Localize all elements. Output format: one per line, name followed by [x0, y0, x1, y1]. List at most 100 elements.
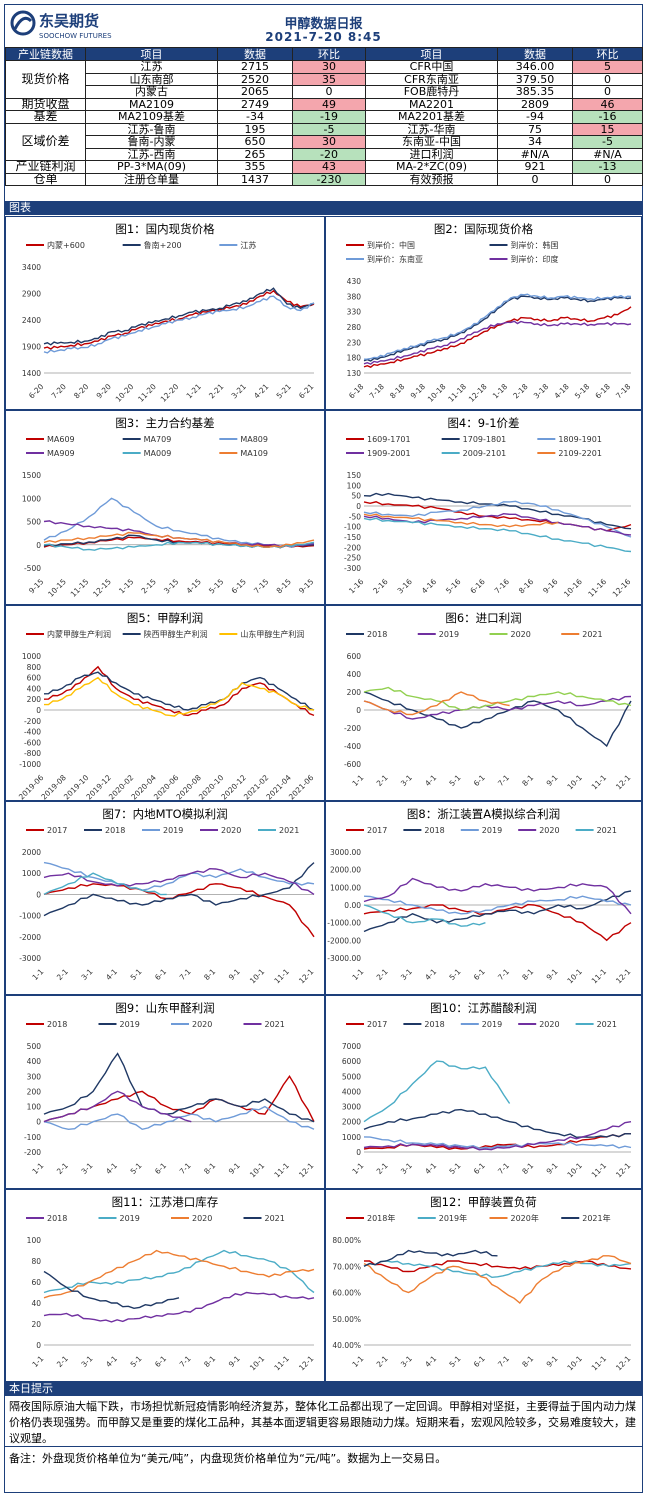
chart-title: 图5：甲醇利润: [126, 611, 204, 625]
x-tick-label: 3-1: [79, 967, 94, 982]
left-change: -19: [292, 110, 366, 124]
x-tick-label: 9-15: [297, 577, 316, 596]
x-tick-label: 3-21: [230, 382, 249, 401]
left-item: PP-3*MA(09): [85, 160, 218, 174]
x-tick-label: 6-21: [297, 382, 316, 401]
chart-title: 图4：9-1价差: [447, 416, 520, 430]
x-tick-label: 11-15: [69, 577, 91, 599]
left-value: -34: [217, 110, 293, 124]
series-line: [43, 867, 315, 895]
left-change: 30: [292, 135, 366, 149]
y-tick-label: 1000: [22, 494, 41, 503]
x-tick-label: 4-16: [420, 577, 439, 596]
x-tick-label: 7-1: [178, 1354, 193, 1369]
x-tick-label: 8-1: [520, 773, 535, 788]
y-tick-label: 200: [27, 695, 42, 704]
table-header-cell: 数据: [497, 47, 573, 61]
left-change: -230: [292, 172, 366, 186]
left-change: 43: [292, 160, 366, 174]
chart-svg: 2017 2018 2019 2020 2021 3000.00 2000.00 1000.0…: [327, 826, 632, 986]
report-date: 2021-7-20 8:45: [265, 30, 382, 44]
x-tick-label: 9-1: [227, 1354, 242, 1369]
chart-c12: 图12：甲醇装置负荷 2018年 2019年 2020年 2021年 80.00% 70.0…: [325, 1189, 642, 1382]
series-line: [43, 295, 315, 354]
left-item: 内蒙古: [85, 85, 218, 99]
x-tick-label: 6-18: [347, 382, 366, 401]
y-tick-label: 400: [27, 684, 42, 693]
x-tick-label: 4-1: [104, 1354, 119, 1369]
logo-cn: 东吴期货: [39, 12, 99, 30]
x-tick-label: 8-1: [520, 1354, 535, 1369]
table-row: 期货收盘 MA2109 2749 49 MA2201 2809 46: [5, 97, 643, 111]
x-tick-label: 12-16: [611, 577, 633, 599]
x-tick-label: 8-1: [202, 967, 217, 982]
y-tick-label: 100: [27, 1103, 42, 1112]
y-tick-label: -600: [24, 738, 41, 747]
chart-c2: 图2：国际现货价格 到岸价：中国 到岸价：韩国 到岸价：东南亚 到岸价：印度 430 380…: [325, 216, 642, 410]
chart-title: 图3：主力合约基差: [115, 416, 215, 430]
y-tick-label: -200: [344, 724, 361, 733]
legend-label: 1909-2001: [367, 449, 411, 458]
right-change: #N/A: [572, 147, 643, 161]
table-header-cell: 项目: [85, 47, 218, 61]
y-tick-label: 200: [347, 688, 362, 697]
legend-label: 2017: [367, 1020, 387, 1029]
chart-title: 图6：进口利润: [445, 611, 522, 625]
chart-title: 图1：国内现货价格: [115, 222, 215, 236]
x-tick-label: 1-1: [30, 967, 45, 982]
x-tick-label: 5-15: [207, 577, 226, 596]
table-row: 现货价格 江苏 2715 30 CFR中国 346.00 5: [5, 60, 643, 99]
footnote: 备注：外盘现货价格单位为“美元/吨”，内盘现货价格单位为“元/吨”。数据为上一交…: [9, 1452, 447, 1465]
y-tick-label: -200: [344, 543, 361, 552]
series-line: [363, 500, 632, 538]
series-line: [43, 1270, 180, 1310]
x-tick-label: 9-1: [545, 1354, 560, 1369]
left-value: 355: [217, 160, 293, 174]
legend-label: MA809: [240, 435, 268, 444]
x-tick-label: 1-18: [491, 382, 510, 401]
series-line: [364, 1260, 632, 1273]
row-group-label: 现货价格: [5, 60, 86, 99]
x-tick-label: 4-18: [552, 382, 571, 401]
right-item: 江苏-华南: [365, 122, 498, 136]
y-tick-label: 100: [27, 1236, 42, 1245]
x-tick-label: 5-1: [129, 1161, 144, 1176]
right-item: CFR东南亚: [365, 72, 498, 86]
y-tick-label: -400: [344, 742, 361, 751]
legend-label: 到岸价：印度: [511, 254, 559, 264]
series-line: [43, 676, 315, 717]
x-tick-label: 10-15: [46, 577, 68, 599]
x-tick-label: 2-1: [55, 1354, 70, 1369]
left-change: 0: [292, 85, 366, 99]
legend-label: 2017: [47, 826, 67, 835]
legend-label: 2109-2201: [558, 449, 602, 458]
x-tick-label: 9-1: [545, 773, 560, 788]
chart-svg: 1609-1701 1709-1801 1809-1901 1909-2001 2009…: [344, 435, 633, 599]
left-value: 650: [217, 135, 293, 149]
right-value: #N/A: [497, 147, 573, 161]
x-tick-label: 10-1: [248, 1354, 267, 1373]
y-tick-label: -600: [344, 760, 361, 769]
x-tick-label: 10-1: [565, 967, 584, 986]
chart-c10: 图10：江苏醋酸利润 2017 2018 2019 2020 2021 7000 6000 50…: [325, 995, 642, 1189]
x-tick-label: 8-20: [72, 382, 91, 401]
legend-label: 1809-1901: [558, 435, 602, 444]
series-line: [363, 877, 632, 915]
series-line: [363, 320, 632, 365]
x-tick-label: 9-16: [541, 577, 560, 596]
chart-svg: 2017 2018 2019 2020 2021 2000 1000 0 -1000 -2000 -…: [19, 826, 315, 985]
legend-label: 内蒙甲醇生产利润: [47, 629, 111, 639]
legend-label: 2019年: [439, 1213, 467, 1223]
x-tick-label: 6-15: [230, 577, 249, 596]
chart-title: 图7：内地MTO模拟利润: [102, 807, 228, 821]
x-tick-label: 3-16: [396, 577, 415, 596]
table-header-cell: 项目: [365, 47, 498, 61]
y-tick-label: 0: [36, 1118, 41, 1127]
x-tick-label: 1-15: [117, 577, 136, 596]
y-tick-label: 4000: [342, 1087, 361, 1096]
x-tick-label: 5-1: [447, 1354, 462, 1369]
series-line: [363, 1121, 632, 1151]
chart-c8: 图8：浙江装置A模拟综合利润 2017 2018 2019 2020 2021 3000.0…: [325, 801, 642, 995]
x-tick-label: 8-16: [517, 577, 536, 596]
series-line: [363, 306, 632, 369]
